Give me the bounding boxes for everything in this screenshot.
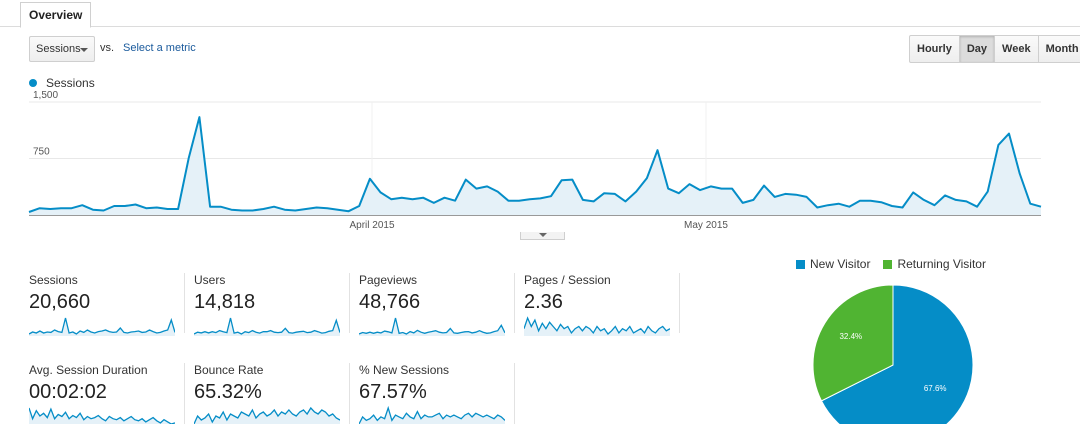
chevron-down-icon bbox=[80, 48, 88, 52]
stat-label: Pages / Session bbox=[524, 273, 611, 287]
collapse-chart-handle[interactable] bbox=[520, 232, 565, 240]
sparkline-line bbox=[194, 317, 340, 335]
stat-divider bbox=[514, 363, 515, 424]
hourly-button[interactable]: Hourly bbox=[910, 36, 960, 62]
granularity-toggle: Hourly Day Week Month bbox=[909, 35, 1080, 63]
y-tick-label: 750 bbox=[33, 147, 50, 158]
chart-legend: Sessions bbox=[29, 76, 95, 90]
tab-overview[interactable]: Overview bbox=[20, 2, 92, 28]
sparkline bbox=[524, 316, 670, 336]
sparkline-fill bbox=[194, 318, 340, 336]
stat-pageviews[interactable]: Pageviews 48,766 bbox=[359, 273, 519, 336]
stat-value: 00:02:02 bbox=[29, 381, 107, 403]
stat-value: 14,818 bbox=[194, 291, 256, 313]
legend-swatch-icon bbox=[883, 259, 893, 269]
stat-divider bbox=[349, 363, 350, 424]
sessions-area-fill bbox=[29, 117, 1041, 215]
stat-value: 67.57% bbox=[359, 381, 427, 403]
legend-item-new-visitor: New Visitor bbox=[796, 257, 870, 271]
sparkline bbox=[29, 317, 175, 336]
sparkline-line bbox=[194, 406, 340, 424]
stat-label: Bounce Rate bbox=[194, 363, 264, 377]
stat-avg-session-duration[interactable]: Avg. Session Duration 00:02:02 bbox=[29, 363, 189, 424]
vs-label: vs. bbox=[100, 42, 115, 54]
pie-slice-returning-visitor[interactable] bbox=[812, 284, 894, 402]
legend-returning-visitor-label: Returning Visitor bbox=[897, 257, 986, 271]
stat-label: Sessions bbox=[29, 273, 78, 287]
sparkline bbox=[194, 317, 340, 336]
day-button[interactable]: Day bbox=[959, 36, 996, 62]
stat-pages-per-session[interactable]: Pages / Session 2.36 bbox=[524, 273, 684, 336]
x-tick-label: May 2015 bbox=[684, 220, 728, 231]
tab-bar: Overview bbox=[0, 0, 1080, 28]
stat-value: 20,660 bbox=[29, 291, 91, 313]
sparkline-line bbox=[359, 317, 505, 335]
sparkline bbox=[29, 407, 175, 424]
legend-sessions-label: Sessions bbox=[46, 76, 95, 90]
stat-value: 48,766 bbox=[359, 291, 421, 313]
stat-label: Avg. Session Duration bbox=[29, 363, 148, 377]
select-metric-link[interactable]: Select a metric bbox=[123, 42, 196, 54]
sessions-series-line bbox=[28, 116, 1042, 213]
stat-divider bbox=[349, 273, 350, 333]
pie-slice-label: 32.4% bbox=[839, 332, 862, 341]
sparkline-line bbox=[524, 316, 670, 335]
week-button[interactable]: Week bbox=[995, 36, 1039, 62]
legend-new-visitor-label: New Visitor bbox=[810, 257, 871, 271]
legend-swatch-icon bbox=[796, 259, 805, 269]
legend-item-returning-visitor: Returning Visitor bbox=[883, 257, 986, 271]
y-tick-label: 1,500 bbox=[33, 90, 58, 101]
metric-select[interactable]: Sessions bbox=[29, 36, 95, 62]
sparkline-fill bbox=[359, 318, 505, 336]
stat-divider bbox=[514, 273, 515, 333]
sessions-line-chart: 1,500 750 April 2015 May 2015 bbox=[28, 90, 1042, 231]
stat-label: Pageviews bbox=[359, 273, 418, 287]
stat-value: 2.36 bbox=[524, 291, 563, 313]
stat-sessions[interactable]: Sessions 20,660 bbox=[29, 273, 189, 336]
stat-value: 65.32% bbox=[194, 381, 262, 403]
chevron-down-icon bbox=[539, 233, 547, 237]
stat-users[interactable]: Users 14,818 bbox=[194, 273, 354, 336]
metric-select-label: Sessions bbox=[36, 43, 81, 55]
stat-label: % New Sessions bbox=[359, 363, 450, 377]
stat-new-sessions[interactable]: % New Sessions 67.57% bbox=[359, 363, 519, 424]
stat-divider bbox=[184, 273, 185, 333]
sparkline-line bbox=[29, 407, 175, 424]
sparkline-fill bbox=[29, 408, 175, 424]
stat-bounce-rate[interactable]: Bounce Rate 65.32% bbox=[194, 363, 354, 424]
sparkline-line bbox=[29, 317, 175, 335]
legend-dot-icon bbox=[29, 79, 37, 87]
sparkline bbox=[359, 406, 505, 424]
sparkline bbox=[194, 406, 340, 424]
x-tick-label: April 2015 bbox=[349, 220, 394, 231]
sparkline-line bbox=[359, 406, 505, 424]
sparkline bbox=[359, 317, 505, 336]
stat-divider bbox=[184, 363, 185, 424]
month-button[interactable]: Month bbox=[1045, 43, 1079, 55]
pie-slice-label: 67.6% bbox=[924, 384, 947, 393]
sparkline-fill bbox=[359, 408, 505, 424]
pie-legend: New Visitor Returning Visitor bbox=[796, 257, 999, 271]
sparkline-fill bbox=[29, 318, 175, 336]
pie-slice-new-visitor[interactable] bbox=[820, 284, 974, 424]
visitor-pie-chart: 67.6% 32.4% bbox=[812, 284, 974, 424]
stat-label: Users bbox=[194, 273, 226, 287]
stat-divider bbox=[679, 273, 680, 333]
